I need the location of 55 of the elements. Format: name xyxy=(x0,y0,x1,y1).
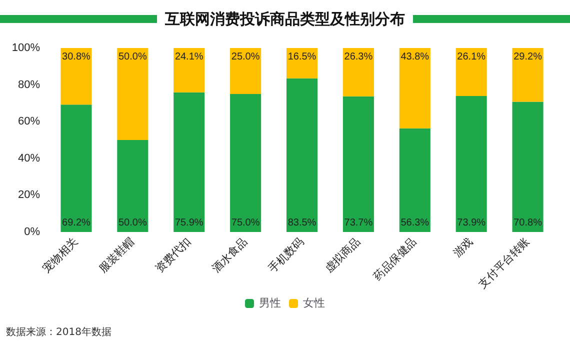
bar xyxy=(60,48,92,105)
x-tick-label: 酒水食品 xyxy=(209,235,250,276)
bar xyxy=(456,96,487,232)
x-tick-label: 游戏 xyxy=(450,235,476,260)
source-note: 数据来源：2018年数据 xyxy=(6,326,112,339)
data-label: 83.5% xyxy=(288,218,316,228)
bar xyxy=(60,104,92,232)
data-label: 16.5% xyxy=(288,52,316,62)
bar xyxy=(286,48,318,78)
legend-label: 男性 xyxy=(259,298,281,310)
bar xyxy=(399,128,430,232)
bar xyxy=(512,102,544,232)
bar xyxy=(174,92,205,232)
data-label: 69.2% xyxy=(62,218,91,228)
bar xyxy=(174,48,205,92)
data-label: 56.3% xyxy=(400,218,430,228)
bar xyxy=(230,48,262,94)
data-label: 26.3% xyxy=(344,52,373,62)
x-tick-label: 服装鞋帽 xyxy=(96,235,137,276)
data-label: 43.8% xyxy=(400,52,430,62)
data-label: 75.0% xyxy=(231,218,260,228)
bar xyxy=(117,140,148,232)
y-tick-label: 100% xyxy=(12,42,40,54)
bar xyxy=(512,48,544,102)
y-tick-label: 0% xyxy=(24,226,40,238)
data-label: 75.9% xyxy=(174,218,204,228)
data-label: 29.2% xyxy=(514,52,542,62)
x-tick-label: 药品保健品 xyxy=(371,235,420,284)
bar xyxy=(342,48,374,96)
x-tick-label: 手机数码 xyxy=(266,235,306,276)
y-tick-label: 60% xyxy=(18,116,40,128)
x-tick-label: 虚拟商品 xyxy=(322,235,363,276)
y-tick-label: 20% xyxy=(18,189,40,202)
y-tick-label: 40% xyxy=(18,152,40,164)
y-tick-label: 80% xyxy=(18,78,40,91)
data-label: 50.0% xyxy=(118,52,147,62)
data-label: 24.1% xyxy=(174,52,204,62)
data-label: 73.9% xyxy=(457,218,486,228)
legend-label: 女性 xyxy=(303,298,325,310)
data-label: 50.0% xyxy=(118,218,147,228)
data-label: 30.8% xyxy=(62,52,91,62)
data-label: 70.8% xyxy=(514,218,542,228)
bar xyxy=(399,48,430,128)
data-label: 25.0% xyxy=(231,52,260,62)
bar xyxy=(342,96,374,232)
x-tick-label: 宠物相关 xyxy=(40,235,80,276)
x-tick-label: 资费代扣 xyxy=(153,235,194,276)
bar xyxy=(456,48,487,96)
bar xyxy=(286,78,318,232)
bar xyxy=(117,48,148,140)
bar xyxy=(230,94,262,232)
chart-title: 互联网消费投诉商品类型及性别分布 xyxy=(164,10,406,28)
data-label: 73.7% xyxy=(344,218,373,228)
x-tick-label: 支付平台转账 xyxy=(476,235,532,291)
data-label: 26.1% xyxy=(457,52,486,62)
